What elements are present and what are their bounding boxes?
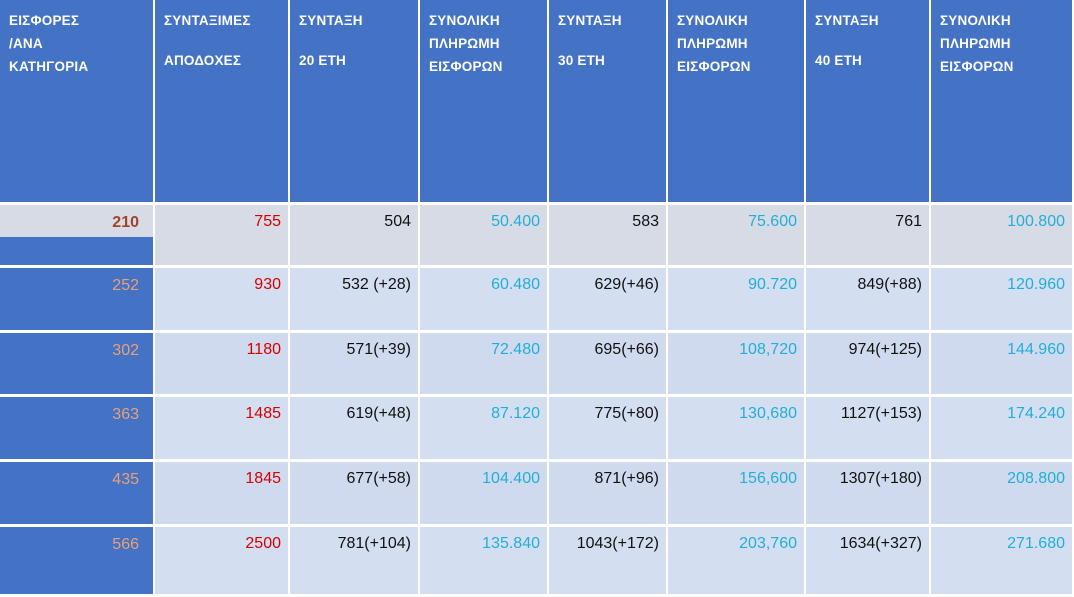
contribution-value: 302 [112,342,139,359]
table-cell: 50.400 [420,205,549,268]
table-cell: 677(+58) [290,462,420,527]
category-blue-fill [0,237,153,265]
table-cell: 775(+80) [549,397,668,462]
header-cell-pension-40-years: ΣΥΝΤΑΞΗ 40 ΕΤΗ [806,0,931,205]
table-cell: 583 [549,205,668,268]
table-cell: 203,760 [668,527,806,597]
table-cell: 504 [290,205,420,268]
table-cell: 1043(+172) [549,527,668,597]
header-cell-total-contributions-paid-40: ΣΥΝΟΛΙΚΗ ΠΛΗΡΩΜΗ ΕΙΣΦΟΡΩΝ [931,0,1074,205]
contribution-value: 210 [112,214,139,231]
table-cell: 755 [155,205,290,268]
table-cell: 781(+104) [290,527,420,597]
table-cell: 1127(+153) [806,397,931,462]
header-cell-pensionable-earnings: ΣΥΝΤΑΞΙΜΕΣ ΑΠΟΔΟΧΕΣ [155,0,290,205]
table-cell: 571(+39) [290,333,420,397]
table-cell: 174.240 [931,397,1074,462]
header-line: ΕΙΣΦΟΡΩΝ [940,59,1014,74]
category-cell: 435 [0,462,155,527]
header-line: 40 ΕΤΗ [815,53,862,68]
header-line: ΠΛΗΡΩΜΗ [677,36,748,51]
table-cell: 1307(+180) [806,462,931,527]
table-cell: 208.800 [931,462,1074,527]
table-cell: 629(+46) [549,268,668,333]
table-cell: 871(+96) [549,462,668,527]
header-line: ΚΑΤΗΓΟΡΙΑ [9,59,89,74]
table-cell: 930 [155,268,290,333]
header-line: ΣΥΝΤΑΞΙΜΕΣ [164,13,251,28]
table-cell: 75.600 [668,205,806,268]
table-cell: 104.400 [420,462,549,527]
header-line: ΣΥΝΤΑΞΗ [558,13,622,28]
header-line: ΕΙΣΦΟΡΩΝ [677,59,751,74]
header-line: 20 ΕΤΗ [299,53,346,68]
contribution-value: 252 [112,277,139,294]
header-line: ΣΥΝΟΛΙΚΗ [677,13,748,28]
header-line: ΕΙΣΦΟΡΕΣ [9,13,80,28]
table-cell: 974(+125) [806,333,931,397]
category-cell: 210 [0,205,155,268]
contribution-value: 363 [112,406,139,423]
header-line: ΣΥΝΟΛΙΚΗ [429,13,500,28]
contribution-value: 435 [112,471,139,488]
table-cell: 100.800 [931,205,1074,268]
header-cell-contributions-category: ΕΙΣΦΟΡΕΣ /ΑΝΑ ΚΑΤΗΓΟΡΙΑ [0,0,155,205]
table-cell: 271.680 [931,527,1074,597]
category-cell: 363 [0,397,155,462]
table-cell: 135.840 [420,527,549,597]
table-cell: 849(+88) [806,268,931,333]
table-cell: 130,680 [668,397,806,462]
header-line: ΣΥΝΤΑΞΗ [299,13,363,28]
header-line: ΠΛΗΡΩΜΗ [940,36,1011,51]
table-cell: 2500 [155,527,290,597]
category-cell: 566 [0,527,155,597]
header-line: ΣΥΝΟΛΙΚΗ [940,13,1011,28]
table-cell: 144.960 [931,333,1074,397]
table-cell: 87.120 [420,397,549,462]
table-cell: 156,600 [668,462,806,527]
header-cell-total-contributions-paid-30: ΣΥΝΟΛΙΚΗ ΠΛΗΡΩΜΗ ΕΙΣΦΟΡΩΝ [668,0,806,205]
table-cell: 1180 [155,333,290,397]
table-cell: 1845 [155,462,290,527]
table-cell: 619(+48) [290,397,420,462]
header-line: ΠΛΗΡΩΜΗ [429,36,500,51]
category-cell: 302 [0,333,155,397]
table-cell: 108,720 [668,333,806,397]
header-cell-pension-20-years: ΣΥΝΤΑΞΗ 20 ΕΤΗ [290,0,420,205]
table-cell: 1485 [155,397,290,462]
header-cell-pension-30-years: ΣΥΝΤΑΞΗ 30 ΕΤΗ [549,0,668,205]
header-line: 30 ΕΤΗ [558,53,605,68]
contribution-value: 566 [112,536,139,553]
table-cell: 761 [806,205,931,268]
table-cell: 1634(+327) [806,527,931,597]
table-cell: 90.720 [668,268,806,333]
table-cell: 72.480 [420,333,549,397]
table-cell: 60.480 [420,268,549,333]
table-cell: 695(+66) [549,333,668,397]
table-cell: 120.960 [931,268,1074,333]
header-line: ΣΥΝΤΑΞΗ [815,13,879,28]
category-cell: 252 [0,268,155,333]
header-line: /ΑΝΑ [9,36,43,51]
header-cell-total-contributions-paid-20: ΣΥΝΟΛΙΚΗ ΠΛΗΡΩΜΗ ΕΙΣΦΟΡΩΝ [420,0,549,205]
table-cell: 532 (+28) [290,268,420,333]
header-line: ΑΠΟΔΟΧΕΣ [164,53,242,68]
header-line: ΕΙΣΦΟΡΩΝ [429,59,503,74]
